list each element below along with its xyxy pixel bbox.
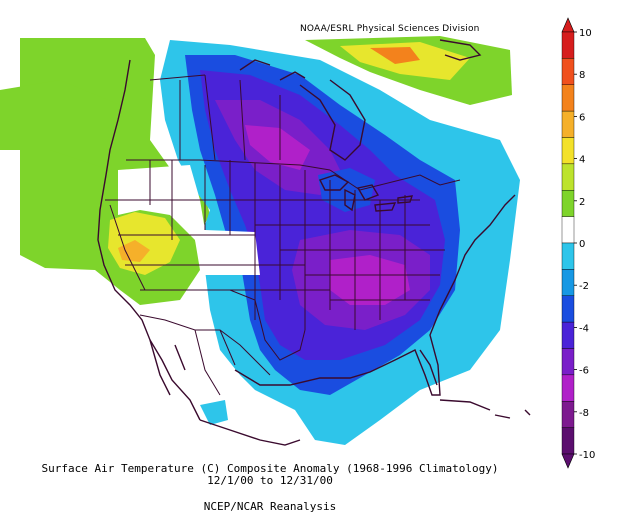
legend-color-blocks <box>561 17 575 469</box>
legend-tick-label: -4 <box>579 323 589 334</box>
legend-color-block <box>561 137 575 165</box>
legend-color-block <box>561 31 575 59</box>
color-legend: 10 8 6 4 2 0 -2 -4 -6 -8 -10 <box>561 17 595 469</box>
credit-text: NOAA/ESRL Physical Sciences Division <box>300 24 480 34</box>
legend-tick-label: 8 <box>579 70 585 81</box>
legend-tick-label: -2 <box>579 281 589 292</box>
legend-color-block <box>561 427 575 455</box>
contour-positive-coast <box>0 80 150 170</box>
great-lakes <box>319 174 414 212</box>
contour-neg10-southeast <box>330 255 410 305</box>
caption-date-range: 12/1/00 to 12/31/00 <box>207 474 333 487</box>
legend-tick-label: -10 <box>579 450 595 461</box>
legend-tick-label: 6 <box>579 112 585 123</box>
state-borders <box>105 74 461 396</box>
legend-tick-label: -6 <box>579 366 589 377</box>
contour-zero-west <box>118 165 260 275</box>
contour-neg10-north <box>245 125 310 170</box>
legend-color-block <box>561 110 575 138</box>
legend-arrow-bottom <box>561 453 575 469</box>
legend-ticks: 10 8 6 4 2 0 -2 -4 -6 -8 -10 <box>574 28 595 461</box>
legend-color-block <box>561 242 575 270</box>
coastlines <box>97 39 531 446</box>
legend-color-block <box>561 84 575 112</box>
legend-tick-label: 0 <box>579 239 585 250</box>
legend-color-block <box>561 295 575 323</box>
legend-color-block <box>561 216 575 244</box>
contour-neg2-sw <box>200 400 228 425</box>
legend-arrow-top <box>561 17 575 33</box>
anomaly-map <box>0 36 531 446</box>
legend-color-block <box>561 58 575 85</box>
legend-color-block <box>561 190 575 217</box>
legend-tick-label: 2 <box>579 197 585 208</box>
caption-title: Surface Air Temperature (C) Composite An… <box>41 462 499 475</box>
legend-tick-label: -8 <box>579 408 589 419</box>
legend-color-block <box>561 374 575 402</box>
legend-tick-label: 10 <box>579 28 592 39</box>
legend-tick-label: 4 <box>579 155 585 166</box>
legend-color-block <box>561 401 575 428</box>
caption-source: NCEP/NCAR Reanalysis <box>203 500 337 513</box>
contour-greenland-orange <box>370 47 420 64</box>
legend-color-block <box>561 321 575 349</box>
legend-color-block <box>561 163 575 191</box>
legend-color-block <box>561 348 575 376</box>
legend-color-block <box>561 269 575 296</box>
contour-warm-core-2 <box>118 240 150 262</box>
